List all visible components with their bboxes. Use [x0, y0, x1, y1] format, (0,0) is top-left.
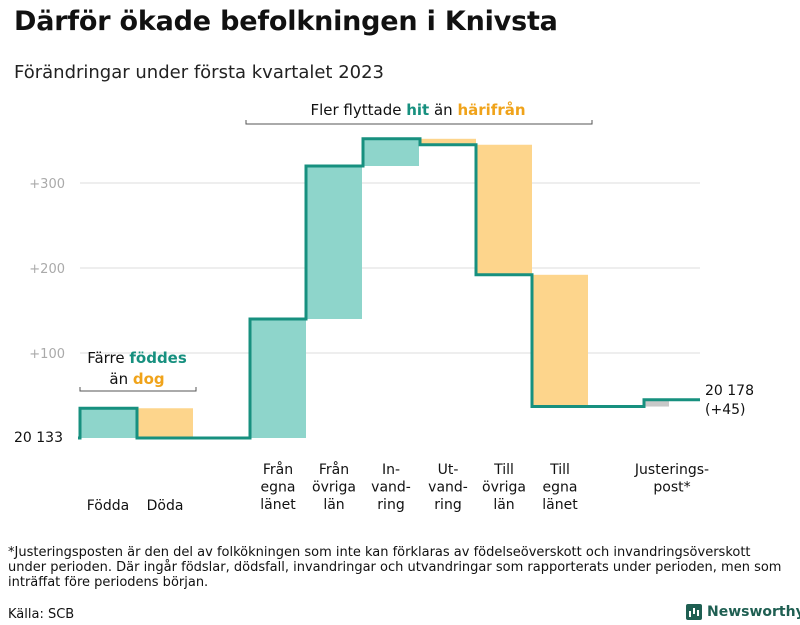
category-label: län — [323, 497, 344, 513]
category-label: Från — [263, 461, 293, 478]
category-label: övriga — [482, 480, 526, 496]
category-label: Döda — [147, 498, 184, 514]
y-tick-label: +300 — [29, 177, 65, 192]
annotation-births-2: än dog — [109, 370, 164, 388]
bar-5 — [420, 138, 476, 145]
bar-2 — [250, 319, 306, 438]
bar-8 — [645, 399, 669, 407]
brand-name: Newsworthy — [707, 604, 800, 620]
category-label: Födda — [87, 498, 129, 514]
category-label: länet — [542, 497, 578, 513]
annotation-moves: Fler flyttade hit än härifrån — [310, 101, 525, 119]
category-label: Ut- — [438, 462, 459, 478]
end-change-label: (+45) — [705, 402, 745, 418]
footnote: *Justeringsposten är den del av folkökni… — [8, 545, 782, 590]
brand-logo: Newsworthy — [686, 604, 800, 620]
category-label: post* — [653, 480, 690, 496]
category-label: vand- — [428, 480, 468, 496]
newsworthy-icon — [686, 604, 702, 620]
category-label: vand- — [371, 480, 411, 496]
category-label: ring — [434, 497, 461, 513]
category-label: län — [493, 497, 514, 513]
category-label: Från — [319, 461, 349, 478]
cumulative-step-line — [78, 137, 700, 440]
moves-bracket — [245, 120, 593, 125]
bar-7 — [532, 274, 588, 407]
category-label: Till — [493, 462, 514, 478]
bar-6 — [476, 144, 532, 275]
category-label: Justerings- — [634, 462, 709, 478]
chart-subtitle: Förändringar under första kvartalet 2023 — [14, 62, 385, 83]
chart-title: Därför ökade befolkningen i Knivsta — [14, 6, 558, 37]
category-label: In- — [382, 462, 400, 478]
annotation-births: Färre föddes — [87, 349, 187, 367]
births-bracket — [79, 387, 197, 392]
bar-4 — [363, 138, 419, 166]
category-label: länet — [260, 497, 296, 513]
category-label: ring — [377, 497, 404, 513]
end-value-label: 20 178 — [705, 383, 754, 399]
bar-1 — [137, 408, 193, 438]
y-tick-label: +200 — [29, 262, 65, 277]
source-note: Källa: SCB — [8, 607, 75, 622]
bar-0 — [80, 408, 136, 438]
start-value-label: 20 133 — [14, 430, 63, 446]
category-label: Till — [549, 462, 570, 478]
bar-3 — [306, 166, 362, 319]
waterfall-chart: +100 +200 +300 20 133 20 178 (+45) Födda Döda Fr… — [14, 101, 754, 514]
y-tick-label: +100 — [29, 347, 65, 362]
category-label: egna — [261, 480, 296, 496]
category-label: egna — [543, 480, 578, 496]
category-label: övriga — [312, 480, 356, 496]
